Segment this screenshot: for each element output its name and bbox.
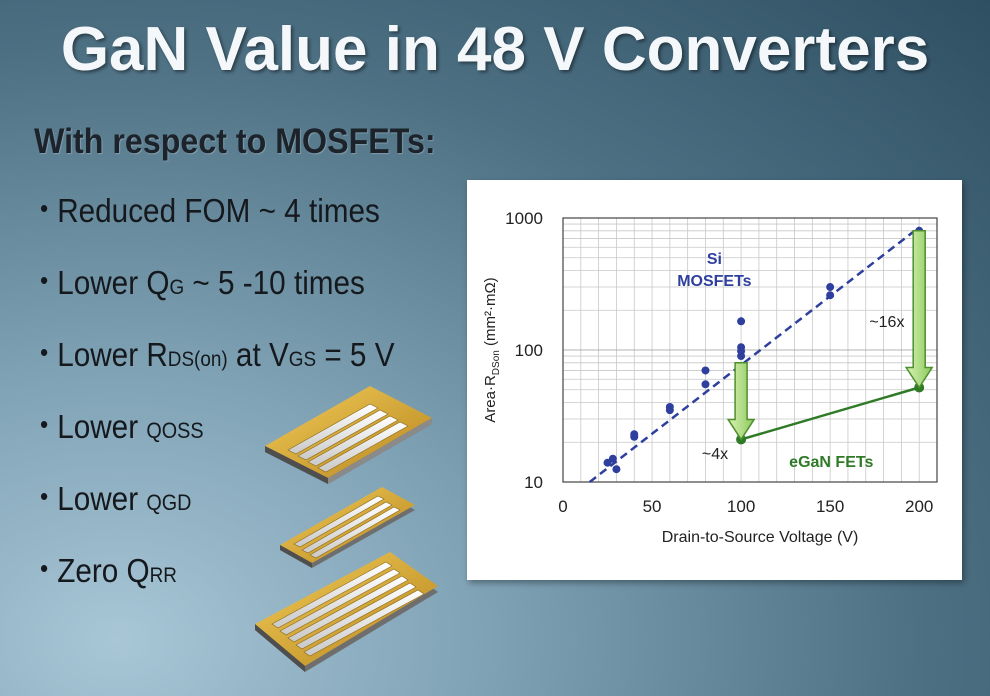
gan-chip-wide	[255, 552, 438, 672]
arrow-16x	[904, 230, 934, 389]
y-tick-label: 1000	[505, 209, 543, 228]
bullet-lower-qg: • Lower QG ~ 5 -10 times	[40, 264, 365, 302]
gan-chips-illustration	[255, 386, 438, 672]
si-data-point	[701, 380, 710, 389]
page-title: GaN Value in 48 V Converters	[60, 15, 930, 84]
bullet-lower-qoss: • Lower QOSS	[40, 408, 204, 446]
annotation-4x: ~4x	[702, 446, 728, 463]
bullet-lower-qgd: • Lower QGD	[40, 480, 191, 518]
bullet-text: Reduced FOM ~ 4 times	[57, 192, 380, 229]
si-data-point	[630, 430, 639, 439]
x-tick-label: 100	[727, 497, 755, 516]
arrow-4x	[726, 362, 756, 441]
si-series-label-2: MOSFETs	[677, 273, 751, 290]
si-data-point	[737, 317, 746, 326]
bullet-small-text: QOSS	[146, 418, 204, 443]
chart-grid	[562, 218, 938, 483]
bullet-small-text: QGD	[146, 490, 192, 515]
bullet-dot: •	[40, 193, 49, 223]
si-data-point	[701, 366, 710, 375]
si-data-point	[826, 283, 835, 292]
si-series-label: Si	[707, 251, 722, 268]
y-axis-label-sub: DSon	[491, 350, 502, 375]
bullet-text: Lower Q	[57, 264, 170, 301]
bullet-dot: •	[40, 265, 49, 295]
bullet-subscript: DS(on)	[167, 348, 228, 371]
rdson-voltage-chart: 0 50 100 150 200 10 100 1000 Si MOSFETs eGaN FE…	[482, 209, 938, 546]
y-axis-label: Area·RDSon (mm²·mΩ)	[482, 277, 502, 422]
bullet-reduced-fom: • Reduced FOM ~ 4 times	[40, 192, 380, 230]
plot-frame	[562, 217, 938, 483]
y-axis-label-tail: (mm²·mΩ)	[482, 277, 499, 350]
axis-ticks: 0 50 100 150 200 10 100 1000	[505, 209, 933, 516]
bullet-dot: •	[40, 481, 49, 511]
x-tick-label: 50	[643, 497, 662, 516]
bullet-subscript: RR	[149, 564, 177, 587]
x-tick-label: 150	[816, 497, 844, 516]
si-trend-line	[588, 226, 920, 483]
bullet-text-tail: = 5 V	[316, 336, 395, 373]
si-data-point	[737, 343, 746, 352]
bullet-zero-qrr: • Zero QRR	[40, 552, 177, 590]
bullet-text-tail: ~ 5 -10 times	[184, 264, 365, 301]
si-data-point	[612, 465, 621, 474]
x-tick-label: 200	[905, 497, 933, 516]
bullet-dot: •	[40, 409, 49, 439]
si-data-point	[826, 291, 835, 300]
gan-chip-small	[280, 487, 415, 568]
annotation-16x: ~16x	[869, 314, 904, 331]
x-tick-label: 0	[558, 497, 567, 516]
y-tick-label: 10	[524, 473, 543, 492]
si-points	[603, 226, 924, 474]
gan-series-label: eGaN FETs	[789, 454, 873, 471]
bullet-lower-rdson: • Lower RDS(on) at VGS = 5 V	[40, 336, 395, 374]
gan-chip-large	[265, 386, 432, 484]
bullet-subscript-2: GS	[288, 348, 317, 371]
bullet-dot: •	[40, 337, 49, 367]
subtitle: With respect to MOSFETs:	[34, 122, 436, 161]
y-tick-label: 100	[515, 341, 543, 360]
x-axis-label: Drain-to-Source Voltage (V)	[662, 529, 859, 546]
bullet-subscript: G	[169, 276, 185, 299]
chart-panel: 0 50 100 150 200 10 100 1000 Si MOSFETs eGaN FE…	[467, 180, 962, 580]
gan-line	[740, 386, 920, 441]
bullet-text: Lower	[57, 480, 147, 517]
bullet-text-middle: at V	[227, 336, 289, 373]
y-axis-label-main: Area·R	[482, 375, 499, 423]
si-data-point	[608, 454, 617, 463]
bullet-dot: •	[40, 553, 49, 583]
bullet-text: Lower R	[57, 336, 168, 373]
bullet-text: Zero Q	[57, 552, 150, 589]
si-data-point	[665, 402, 674, 411]
bullet-text: Lower	[57, 408, 147, 445]
ratio-arrows	[726, 230, 934, 441]
